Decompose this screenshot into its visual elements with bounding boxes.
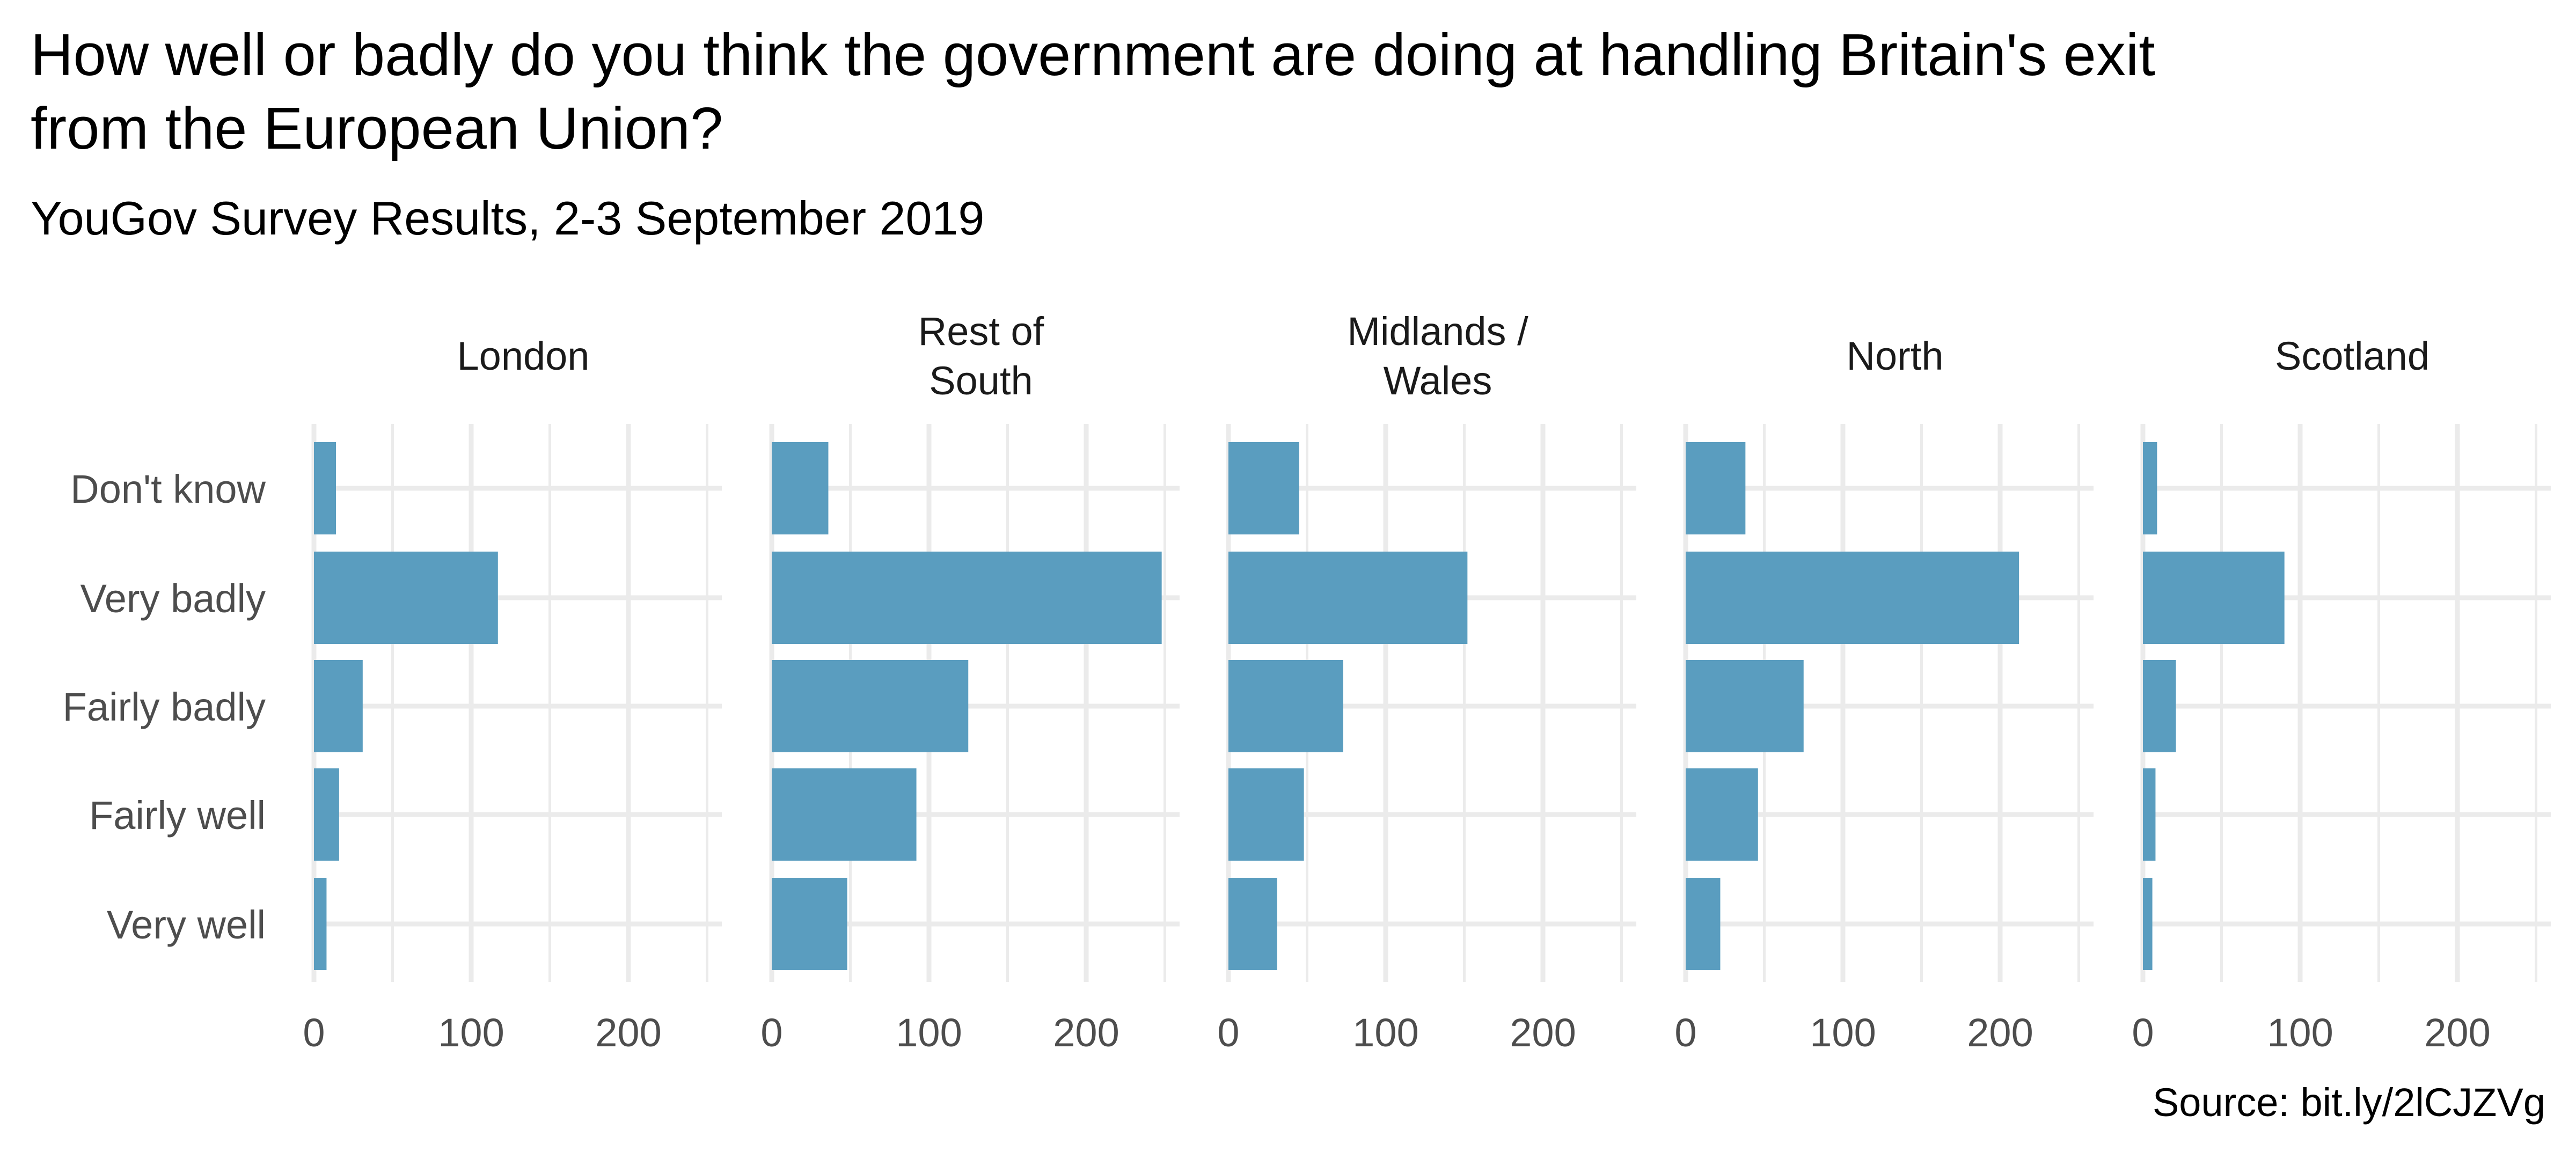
x-tick-label: 0 [1217, 1010, 1239, 1055]
x-tick-label: 0 [1674, 1010, 1696, 1055]
facet-panel: 0 100 200 London [303, 334, 722, 1055]
y-tick-label: Very well [107, 903, 266, 947]
bar [314, 768, 339, 861]
y-tick-label: Fairly well [89, 793, 266, 838]
facet-panel: 0 100 200 Midlands /Wales [1217, 309, 1636, 1055]
y-tick-label: Don't know [70, 467, 266, 511]
facet-label: South [929, 358, 1033, 403]
bar [2143, 768, 2156, 861]
bar [1228, 442, 1299, 534]
bar [1228, 878, 1277, 970]
bar [1228, 552, 1468, 644]
bar [314, 552, 498, 644]
bar [314, 442, 336, 534]
x-tick-label: 200 [2424, 1010, 2490, 1055]
bar [772, 552, 1162, 644]
x-tick-label: 200 [595, 1010, 661, 1055]
facet-label: Wales [1384, 358, 1492, 403]
facet-label: Rest of [918, 309, 1044, 354]
x-tick-label: 200 [1967, 1010, 2033, 1055]
bar [2143, 442, 2157, 534]
bar [1228, 768, 1304, 861]
chart-subtitle: YouGov Survey Results, 2-3 September 201… [31, 192, 984, 245]
bar [314, 660, 363, 752]
chart-title-line-1: How well or badly do you think the gover… [31, 22, 2155, 88]
bar [1686, 660, 1804, 752]
facet-label: Midlands / [1347, 309, 1528, 354]
bar [2143, 660, 2176, 752]
bar [1686, 442, 1746, 534]
chart-title-line-2: from the European Union? [31, 96, 723, 162]
y-tick-label: Very badly [80, 576, 266, 621]
bar [2143, 878, 2153, 970]
x-tick-label: 100 [1352, 1010, 1418, 1055]
bar [772, 442, 829, 534]
bar [1686, 768, 1758, 861]
x-tick-label: 100 [896, 1010, 962, 1055]
x-tick-label: 0 [760, 1010, 782, 1055]
bar [1686, 552, 2019, 644]
y-axis-labels: Very well Fairly well Fairly badly Very bad… [63, 467, 266, 947]
x-tick-label: 100 [438, 1010, 504, 1055]
y-tick-label: Fairly badly [63, 685, 266, 729]
bar [1228, 660, 1343, 752]
bar [2143, 552, 2285, 644]
x-tick-label: 100 [1810, 1010, 1876, 1055]
facet-panel: 0 100 200 North [1674, 334, 2094, 1055]
facet-panel: 0 100 200 Scotland [2132, 334, 2551, 1055]
bar [314, 878, 327, 970]
facet-label: Scotland [2275, 334, 2429, 378]
x-tick-label: 0 [2132, 1010, 2154, 1055]
bar [772, 768, 917, 861]
x-tick-label: 200 [1053, 1010, 1119, 1055]
x-tick-label: 100 [2267, 1010, 2333, 1055]
chart-caption: Source: bit.ly/2lCJZVg [2153, 1080, 2545, 1125]
bar [772, 660, 969, 752]
x-tick-label: 0 [303, 1010, 325, 1055]
x-tick-label: 200 [1510, 1010, 1576, 1055]
bar [1686, 878, 1721, 970]
bar [772, 878, 847, 970]
facet-label: North [1847, 334, 1944, 378]
facet-label: London [457, 334, 590, 378]
